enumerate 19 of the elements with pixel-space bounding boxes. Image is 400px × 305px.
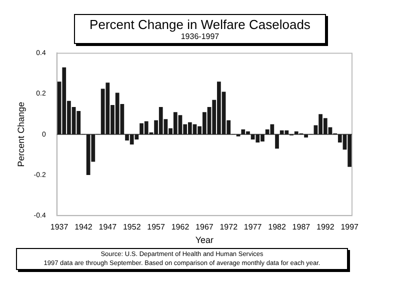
x-tick-label: 1942 bbox=[74, 222, 93, 232]
x-tick-label: 1972 bbox=[220, 222, 238, 232]
x-axis-title: Year bbox=[195, 235, 214, 246]
chart-subtitle: 1936-1997 bbox=[180, 32, 220, 41]
bar bbox=[275, 134, 279, 149]
x-tick-label: 1982 bbox=[268, 222, 286, 232]
x-tick-label: 1987 bbox=[292, 222, 311, 232]
x-tick-label: 1937 bbox=[50, 222, 69, 232]
y-axis-title: Percent Change bbox=[16, 102, 26, 167]
x-tick-label: 1992 bbox=[316, 222, 335, 232]
x-tick-label: 1962 bbox=[171, 222, 190, 232]
bar bbox=[304, 134, 308, 138]
x-tick-label: 1977 bbox=[244, 222, 262, 232]
chart-title: Percent Change in Welfare Caseloads bbox=[88, 17, 312, 32]
x-tick-label: 1957 bbox=[147, 222, 166, 232]
x-tick-label: 1997 bbox=[340, 222, 360, 232]
x-tick-label: 1952 bbox=[122, 222, 142, 232]
x-tick-label: 1947 bbox=[98, 222, 118, 232]
x-tick-label: 1967 bbox=[196, 222, 214, 232]
